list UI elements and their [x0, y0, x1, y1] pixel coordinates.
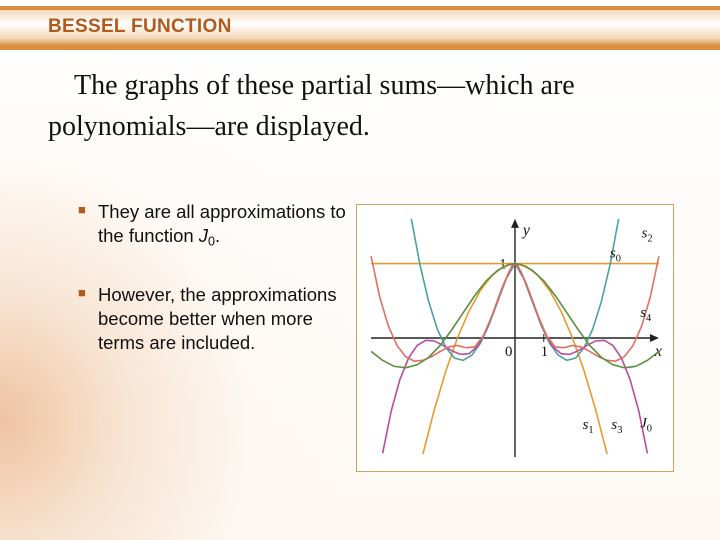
bullet-list: They are all approximations to the funct…: [98, 200, 348, 388]
lead-paragraph: The graphs of these partial sums—which a…: [48, 66, 678, 147]
svg-text:1: 1: [541, 344, 548, 360]
svg-text:s4: s4: [640, 305, 652, 324]
bullet-pre: However, the approximations become bette…: [98, 284, 337, 352]
svg-text:J0: J0: [640, 415, 652, 434]
lead-text: The graphs of these partial sums—which a…: [48, 70, 575, 142]
bullet-sym: J: [199, 225, 208, 246]
bullet-item: They are all approximations to the funct…: [98, 200, 348, 249]
svg-text:s3: s3: [611, 417, 622, 436]
bullet-sub: 0: [208, 234, 215, 248]
partial-sums-chart: 011yxs0s2s4J0s3s1: [357, 205, 673, 471]
svg-text:s2: s2: [642, 226, 653, 245]
bullet-item: However, the approximations become bette…: [98, 283, 348, 354]
slide-title: BESSEL FUNCTION: [48, 16, 232, 38]
svg-text:s1: s1: [583, 417, 594, 436]
chart-frame: 011yxs0s2s4J0s3s1: [356, 204, 674, 472]
svg-text:s0: s0: [610, 246, 621, 265]
bullet-pre: They are all approximations to the funct…: [98, 201, 346, 246]
svg-text:y: y: [521, 222, 531, 239]
svg-text:1: 1: [499, 257, 506, 273]
svg-text:0: 0: [505, 344, 512, 360]
bullet-post: .: [215, 225, 220, 246]
